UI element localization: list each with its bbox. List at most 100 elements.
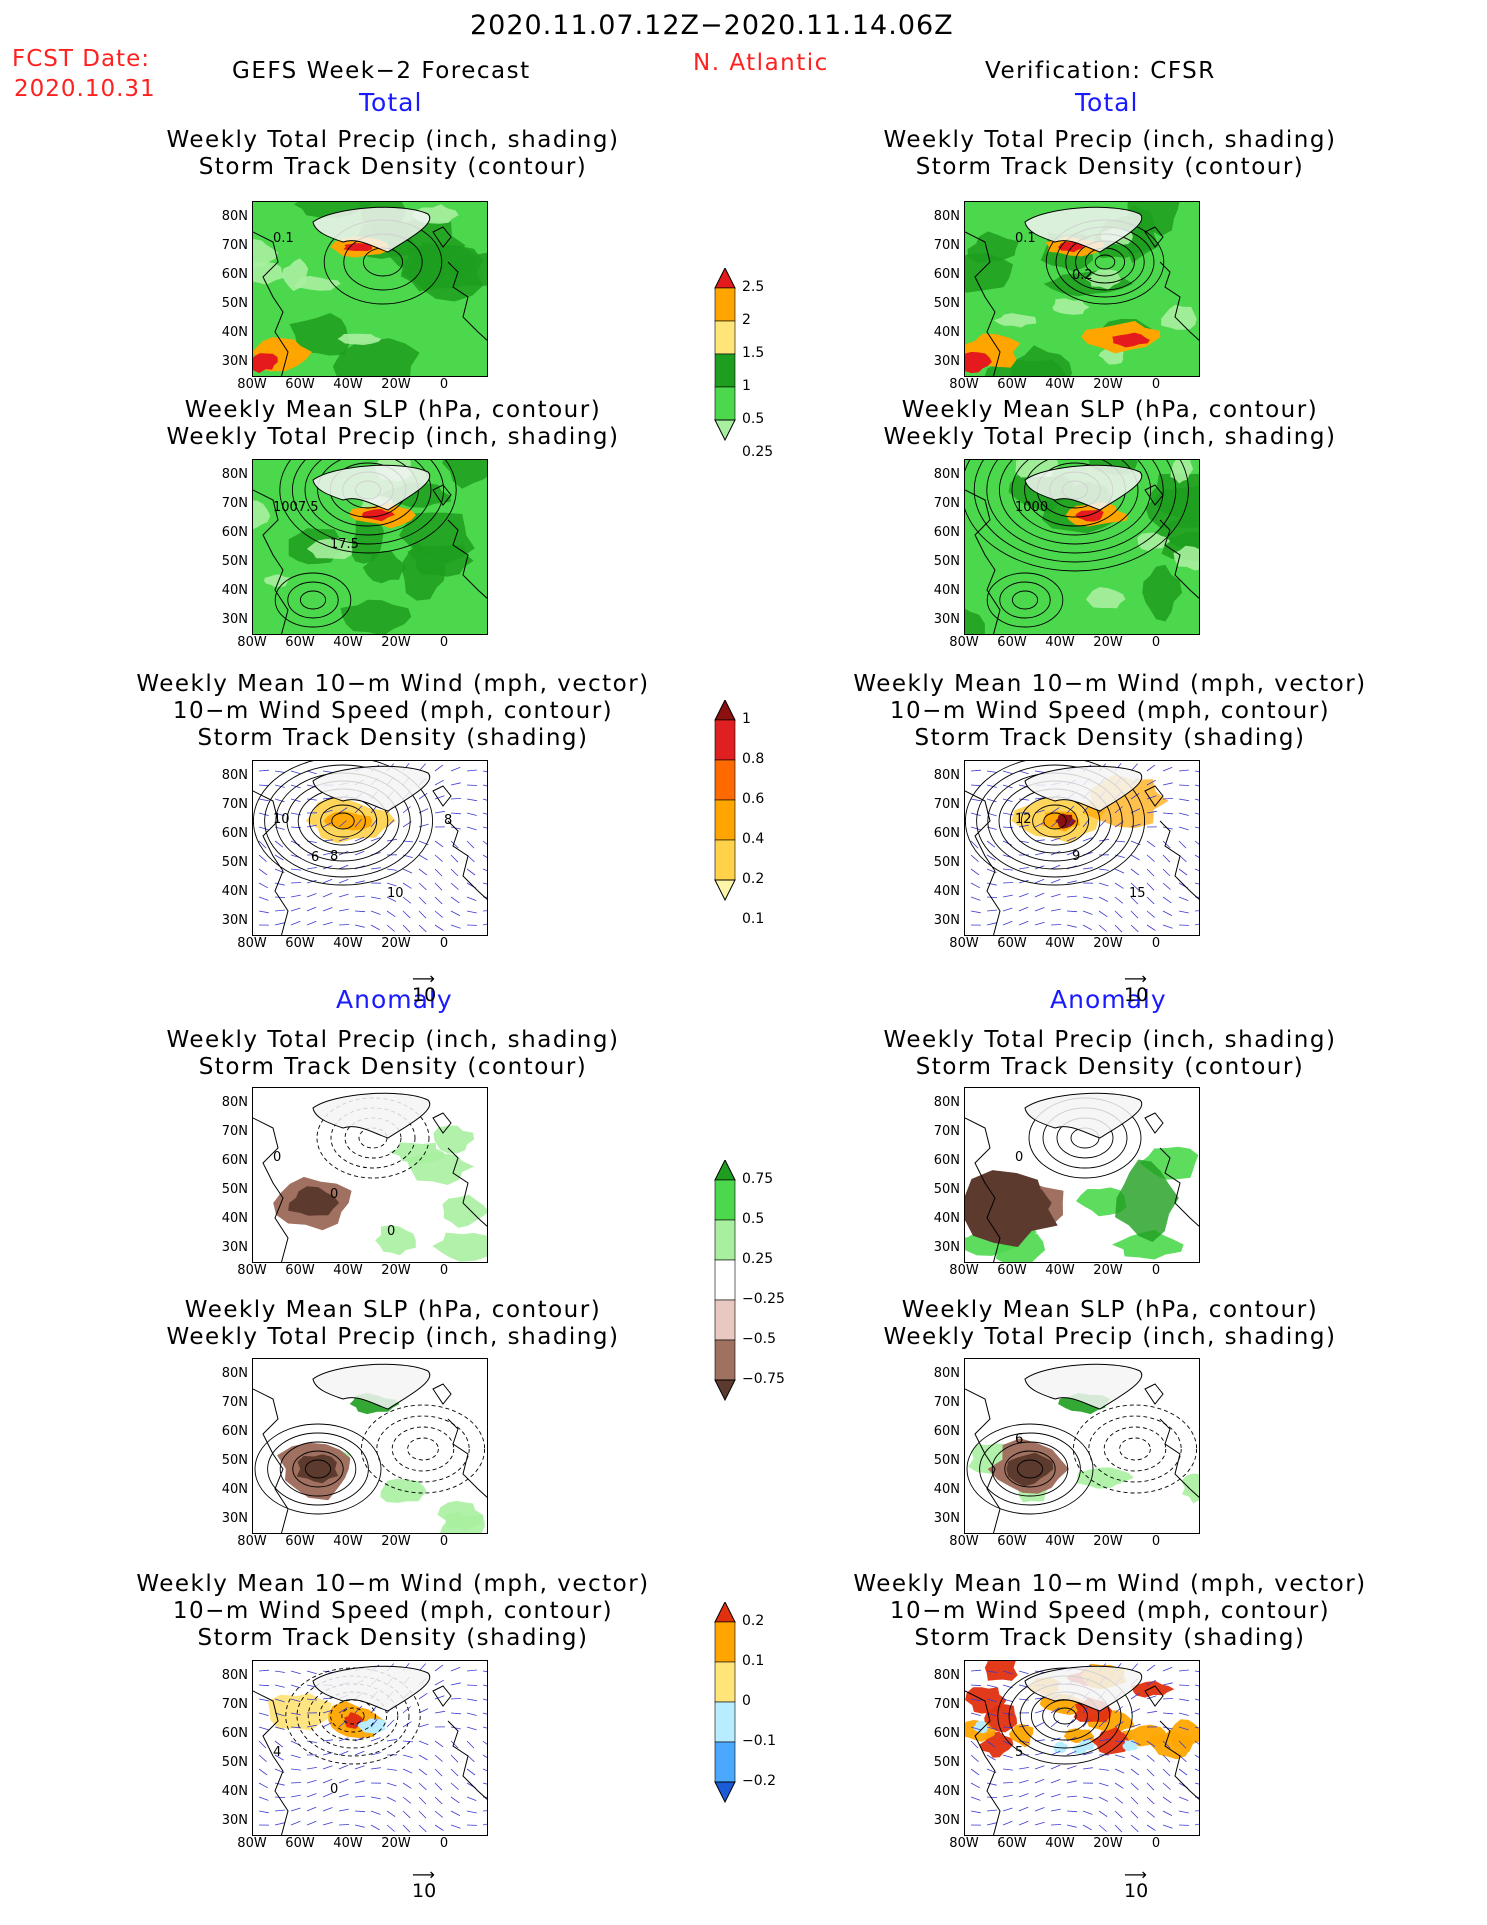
colorbar-label: −0.5 [742, 1331, 776, 1347]
shading-blob [264, 574, 291, 588]
wind-vector [402, 896, 412, 904]
wind-vector [322, 1752, 333, 1756]
wind-vector [1002, 1712, 1013, 1716]
map-svg: 5 [965, 1661, 1199, 1835]
wind-vector [1130, 1796, 1139, 1805]
wind-vector [1034, 892, 1045, 898]
wind-vector [1146, 910, 1155, 918]
wind-vector [1162, 1810, 1173, 1816]
panel-title-R-4: Weekly Mean SLP (hPa, contour) Weekly Tot… [790, 1297, 1430, 1351]
wind-vector [466, 784, 478, 786]
panel-title-line: Storm Track Density (contour) [915, 154, 1305, 180]
wind-vector [1002, 798, 1013, 802]
wind-vector [354, 1765, 365, 1770]
panel-title-R-0: Weekly Total Precip (inch, shading) Storm… [790, 127, 1430, 181]
wind-vector [1162, 1682, 1173, 1686]
wind-vector [1034, 1821, 1045, 1826]
wind-vector [386, 1738, 397, 1742]
panel-title-line: Storm Track Density (shading) [197, 725, 589, 751]
wind-vector [306, 1793, 317, 1798]
wind-vector [1034, 1709, 1045, 1714]
wind-vector [434, 868, 443, 877]
greenland-coast [312, 1363, 431, 1410]
lat-tick: 60N [221, 826, 248, 841]
wind-vector [466, 1810, 477, 1814]
lat-tick: 70N [933, 1395, 960, 1410]
panel-title-line: 10−m Wind Speed (mph, contour) [172, 698, 614, 724]
panel-title-line: Storm Track Density (contour) [915, 1054, 1305, 1080]
wind-vector [970, 1810, 981, 1814]
wind-vector [482, 1698, 487, 1701]
lat-tick: 80N [221, 467, 248, 482]
wind-vector [306, 920, 317, 926]
wind-vector [466, 1768, 476, 1776]
wind-vector [1034, 907, 1045, 912]
wind-vector [1194, 812, 1199, 815]
contour-line [976, 764, 1134, 878]
wind-vector [466, 1669, 477, 1672]
wind-vector [970, 840, 979, 849]
wind-vector [434, 795, 445, 800]
map-svg: 0.1 0.2 [965, 202, 1199, 376]
wind-vector [290, 1782, 302, 1784]
lat-tick: 70N [221, 238, 248, 253]
wind-vector [1130, 882, 1139, 891]
shading-blob [1161, 304, 1197, 330]
wind-vector [434, 840, 444, 848]
map-layer [253, 202, 487, 376]
wind-vector [274, 1740, 284, 1748]
colorbar-segment [714, 1621, 736, 1663]
panel-title-line: Weekly Total Precip (inch, shading) [883, 1027, 1337, 1053]
lon-tick: 80W [237, 1263, 267, 1278]
colorbar-segment [714, 386, 736, 421]
shading-blob [343, 243, 373, 251]
lon-tick: 20W [1093, 936, 1123, 951]
left-column-title: GEFS Week−2 Forecast [232, 58, 531, 84]
map-layer [253, 1661, 487, 1835]
wind-vector [1114, 882, 1124, 889]
lat-tick: 80N [221, 1095, 248, 1110]
wind-vector [1082, 867, 1093, 870]
wind-vector [306, 1740, 317, 1743]
wind-vector [1130, 896, 1139, 905]
wind-vector [1130, 868, 1140, 876]
wind-vector [338, 908, 349, 912]
wind-vector [970, 769, 982, 772]
iceland-coast [432, 484, 452, 506]
wind-vector [1130, 823, 1141, 828]
wind-vector [1162, 840, 1171, 849]
wind-vector [1162, 1796, 1172, 1804]
fcst-date-value: 2020.10.31 [14, 76, 156, 102]
wind-vector [1146, 779, 1156, 786]
wind-vector [274, 784, 285, 788]
colorbar-label: 0.5 [742, 1211, 765, 1227]
colorbar-total_precip [714, 266, 736, 506]
wind-vector [1082, 896, 1093, 900]
wind-vector [1194, 784, 1199, 787]
colorbar-segment [714, 839, 736, 881]
right-column-title: Verification: CFSR [985, 58, 1216, 84]
wind-vector [1178, 798, 1189, 802]
lat-tick: 40N [933, 1211, 960, 1226]
lat-tick: 60N [221, 1153, 248, 1168]
wind-vector [418, 868, 428, 876]
wind-vector [1002, 868, 1013, 871]
wind-vector [1130, 792, 1140, 800]
colorbar-segment [714, 799, 736, 841]
lat-tick: 40N [221, 1784, 248, 1799]
wind-vector [1098, 1738, 1109, 1742]
lat-tick: 70N [933, 1697, 960, 1712]
contour-line [274, 572, 352, 628]
wind-vector [986, 896, 998, 898]
contour-label: 0 [273, 1150, 281, 1165]
contour-label: 6 [311, 850, 319, 865]
wind-vector [338, 879, 349, 884]
lon-tick: 80W [237, 377, 267, 392]
panel-title-R-3: Weekly Total Precip (inch, shading) Storm… [790, 1027, 1430, 1081]
contour-line [999, 581, 1051, 619]
panel-title-R-2: Weekly Mean 10−m Wind (mph, vector) 10−m … [790, 671, 1430, 752]
colorbar-end-bottom [714, 879, 736, 902]
greenland-coast [1024, 1665, 1143, 1712]
wind-vector [1162, 798, 1174, 800]
shading-blob [267, 1693, 332, 1731]
